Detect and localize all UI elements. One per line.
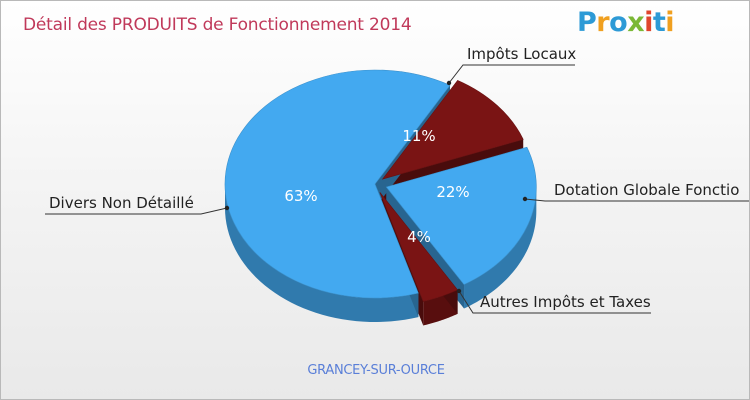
- logo-letter: o: [609, 7, 628, 38]
- logo-letter: x: [627, 7, 645, 38]
- callout-dot: [456, 288, 462, 294]
- callout-line: [524, 198, 749, 202]
- logo-letter: r: [596, 7, 610, 38]
- callout-dot: [446, 80, 452, 86]
- callout-dot: [522, 196, 528, 202]
- slice-category-label: Divers Non Détaillé: [49, 194, 194, 212]
- slice-category-label: Autres Impôts et Taxes: [480, 293, 651, 311]
- callout-dotation: Dotation Globale Fonctio: [522, 181, 749, 202]
- chart-title: Détail des PRODUITS de Fonctionnement 20…: [23, 15, 412, 35]
- callout-line: [448, 64, 575, 84]
- slice-percent-label: 22%: [436, 183, 469, 201]
- slice-category-label: Impôts Locaux: [467, 45, 576, 63]
- slice-category-label: Dotation Globale Fonctio: [554, 181, 739, 199]
- slice-percent-label: 4%: [407, 228, 431, 246]
- slice-rim: [225, 184, 419, 322]
- logo-letter: i: [644, 7, 653, 38]
- logo-letter: P: [577, 7, 597, 38]
- callout-line: [45, 207, 228, 215]
- logo-letter: i: [665, 7, 675, 38]
- callout-impots-locaux: Impôts Locaux: [446, 45, 576, 86]
- proxiti-logo[interactable]: Proxiti: [577, 7, 675, 38]
- pie-slice-4[interactable]: [224, 69, 451, 299]
- slice-percent-label: 11%: [402, 127, 435, 145]
- callout-dot: [224, 205, 230, 211]
- pie-slice-2[interactable]: [385, 146, 537, 285]
- slice-rim: [464, 186, 537, 309]
- pie-slice-1[interactable]: [381, 79, 524, 180]
- callout-divers: Divers Non Détaillé: [45, 194, 230, 215]
- logo-letter: t: [652, 7, 666, 38]
- commune-label: GRANCEY-SUR-OURCE: [307, 363, 445, 378]
- callout-autres-impots: Autres Impôts et Taxes: [456, 288, 651, 314]
- callout-line: [458, 290, 651, 314]
- slice-percent-label: 63%: [284, 187, 317, 205]
